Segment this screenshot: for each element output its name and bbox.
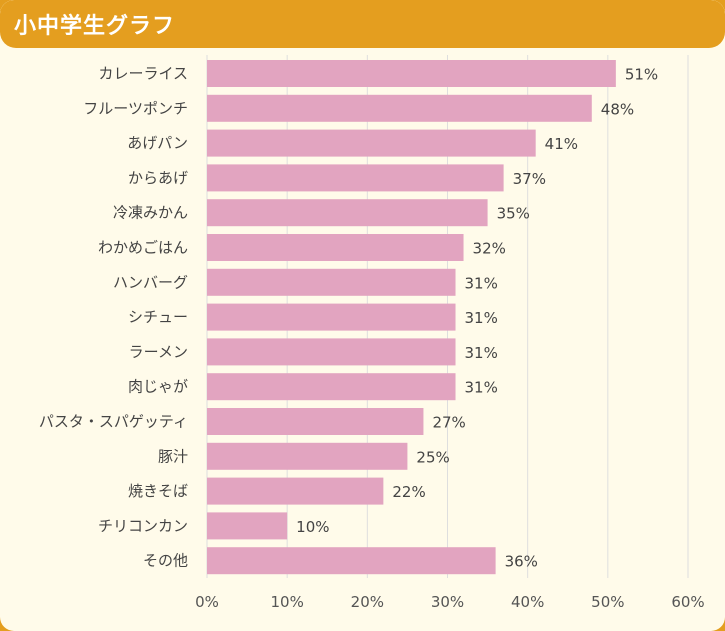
x-tick-label-50: 50% [591,593,624,611]
chart-header: 小中学生グラフ [0,0,725,48]
category-label-11: パスタ・スパゲッティ [39,413,188,431]
category-label-2: フルーツポンチ [83,99,188,117]
value-label-15: 36% [505,553,538,571]
value-label-7: 31% [465,274,498,292]
category-label-4: からあげ [128,169,188,187]
category-label-6: わかめごはん [98,239,188,257]
category-label-15: その他 [143,552,188,570]
x-tick-label-60: 60% [671,593,704,611]
bar-6 [207,234,464,261]
category-label-13: 焼きそば [128,482,188,500]
x-tick-label-10: 10% [270,593,303,611]
bar-12 [207,442,408,470]
category-label-1: カレーライス [98,65,188,83]
category-label-10: 肉じゃが [128,378,188,396]
value-label-13: 22% [392,483,425,501]
bar-4 [207,164,504,192]
category-label-3: あげパン [127,134,188,152]
bar-5 [207,199,488,227]
bar-11 [207,408,424,435]
bar-3 [207,129,536,157]
x-tick-label-30: 30% [431,593,464,611]
value-label-4: 37% [513,170,546,188]
x-tick-label-0: 0% [195,593,219,611]
bar-15 [207,547,496,575]
value-label-12: 25% [416,448,449,466]
value-label-8: 31% [465,309,498,327]
category-label-5: 冷凍みかん [113,204,188,222]
value-label-5: 35% [497,205,530,223]
category-label-9: ラーメン [129,343,188,361]
x-tick-label-40: 40% [511,593,544,611]
category-label-12: 豚汁 [158,447,188,465]
category-label-14: チリコンカン [98,517,188,535]
value-label-9: 31% [465,344,498,362]
value-label-14: 10% [296,518,329,536]
bar-10 [207,373,456,401]
value-label-1: 51% [625,66,658,84]
category-label-8: シチュー [128,308,188,326]
value-label-2: 48% [601,100,634,118]
bar-8 [207,303,456,331]
bar-7 [207,268,456,296]
bar-2 [207,94,592,122]
value-label-3: 41% [545,135,578,153]
bar-14 [207,512,288,540]
chart-title: 小中学生グラフ [14,14,176,39]
value-label-6: 32% [473,240,506,258]
bar-13 [207,477,384,505]
value-label-10: 31% [465,379,498,397]
value-label-11: 27% [432,414,465,432]
bar-1 [207,60,616,87]
bar-9 [207,338,456,366]
x-tick-label-20: 20% [351,593,384,611]
category-label-7: ハンバーグ [113,273,188,291]
